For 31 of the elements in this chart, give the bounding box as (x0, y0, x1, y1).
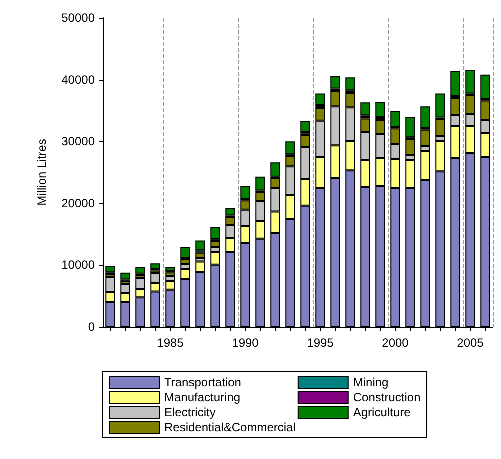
bar (300, 122, 310, 132)
bar (346, 78, 356, 91)
bar (256, 176, 266, 191)
legend-label: Agriculture (353, 406, 412, 420)
y-tick-label: 20000 (62, 196, 96, 210)
x-tick-label: 2000 (382, 336, 410, 350)
x-tick-label: 2005 (457, 336, 484, 350)
bar (196, 252, 206, 258)
y-tick-label: 30000 (62, 134, 96, 149)
bar (196, 240, 206, 251)
bar (150, 264, 160, 270)
bar (360, 102, 370, 116)
x-tick-label: 1995 (307, 336, 334, 350)
legend-label: Residential&Commercial (164, 420, 296, 434)
y-tick-label: 50000 (62, 11, 96, 25)
legend-label: Electricity (164, 406, 216, 420)
x-tick-label: 1985 (157, 336, 184, 350)
bar (316, 94, 326, 106)
x-tick-label: 1990 (232, 336, 260, 350)
y-tick-label: 0 (88, 320, 96, 334)
y-tick-label: 40000 (62, 72, 96, 87)
bar (330, 76, 340, 89)
y-tick-label: 10000 (62, 258, 96, 272)
legend-label: Construction (353, 390, 421, 404)
legend-label: Mining (353, 376, 389, 390)
bar (376, 102, 386, 118)
legend-label: Transportation (164, 376, 242, 390)
bar (136, 267, 146, 274)
bar (466, 70, 476, 94)
y-axis-title: Million Litres (35, 139, 49, 206)
legend-label: Manufacturing (164, 390, 241, 404)
